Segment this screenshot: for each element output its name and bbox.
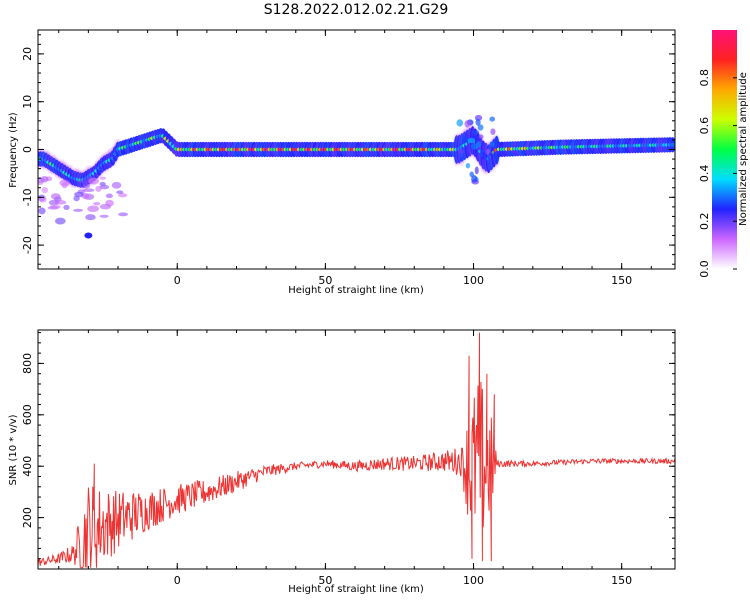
heatmap-blob: [82, 188, 95, 193]
heatmap-blob: [61, 182, 68, 189]
spectrogram-ylabel: Frequency (Hz): [8, 112, 19, 188]
heatmap-blob: [474, 166, 479, 175]
colorbar-tick-label: 0.8: [698, 69, 711, 87]
heatmap-blob: [88, 177, 100, 185]
heatmap-blob: [87, 205, 99, 213]
figure-title: S128.2022.012.02.21.G29: [264, 2, 449, 18]
heatmap-blob: [475, 118, 481, 126]
heatmap-blob: [38, 177, 46, 183]
colorbar-ticks: 0.0 0.2 0.4 0.6 0.8: [698, 69, 737, 278]
heatmap-blob: [116, 190, 124, 195]
heatmap-blob: [54, 200, 67, 205]
heatmap-blob: [38, 197, 47, 203]
y-tick-label: -20: [21, 236, 34, 254]
heatmap-blob: [456, 119, 464, 127]
colorbar-tick-label: 0.6: [698, 117, 711, 135]
heatmap-blob: [490, 128, 496, 135]
spectrogram-panel: 0 50 100 150 -20 -10 0 10 20 Height of straight …: [8, 29, 676, 296]
heatmap-blob: [467, 137, 476, 144]
heatmap-blob: [118, 212, 129, 217]
y-tick-label: 10: [21, 95, 34, 109]
snr-plot-area: [38, 330, 675, 569]
snr-panel: 0 50 100 150 200 400 600 800 Height of straight…: [8, 329, 676, 595]
x-tick-label: 150: [611, 574, 632, 587]
heatmap-blob: [54, 217, 66, 225]
heatmap-blob: [462, 136, 469, 144]
heatmap-blob: [50, 193, 61, 200]
colorbar-tick-label: 0.2: [698, 212, 711, 230]
heatmap-blob: [105, 193, 113, 199]
heatmap-blob: [481, 152, 487, 160]
colorbar-tick-label: 0.4: [698, 165, 711, 183]
y-tick-label: 400: [21, 456, 34, 477]
y-tick-label: 600: [21, 404, 34, 425]
y-tick-label: 800: [21, 353, 34, 374]
heatmap-blob: [85, 214, 96, 221]
spectrogram-ticks: 0 50 100 150 -20 -10 0 10 20: [21, 30, 675, 287]
heatmap-blob: [63, 204, 70, 211]
heatmap-blob: [459, 157, 464, 162]
heatmap-blob: [489, 141, 495, 147]
spectrogram-xlabel: Height of straight line (km): [288, 285, 424, 296]
snr-ticks: 0 50 100 150 200 400 600 800: [21, 330, 675, 587]
colorbar: 0.0 0.2 0.4 0.6 0.8 Normalized spectral ampl…: [698, 30, 749, 278]
spectrogram-heatmap: [38, 114, 675, 239]
heatmap-blob: [99, 203, 112, 210]
heatmap-blob: [478, 134, 484, 139]
heatmap-blob: [99, 176, 107, 180]
heatmap-blob: [77, 179, 89, 184]
x-tick-label: 100: [463, 274, 484, 287]
heatmap-blob: [470, 143, 479, 150]
snr-ylabel: SNR (10 * v/v): [8, 414, 19, 485]
colorbar-tick-label: 0.0: [698, 260, 711, 278]
y-tick-label: 200: [21, 507, 34, 528]
heatmap-blob: [49, 204, 61, 209]
heatmap-blob: [118, 193, 128, 198]
y-tick-label: -10: [21, 188, 34, 206]
heatmap-blob: [472, 130, 480, 135]
y-tick-label: 0: [21, 146, 34, 153]
colorbar-scale: [712, 30, 737, 269]
x-tick-label: 0: [174, 574, 181, 587]
snr-xlabel: Height of straight line (km): [288, 584, 424, 595]
heatmap-blob: [84, 232, 93, 239]
snr-series-line: [38, 332, 675, 569]
heatmap-blob: [99, 184, 110, 190]
colorbar-label: Normalized spectral amplitude: [738, 72, 749, 226]
x-tick-label: 0: [174, 274, 181, 287]
heatmap-blob: [38, 207, 46, 215]
snr-frame: [37, 329, 676, 570]
heatmap-blob: [82, 183, 91, 189]
heatmap-blob: [477, 124, 484, 131]
heatmap-core: [670, 142, 675, 147]
heatmap-blob: [469, 171, 474, 178]
heatmap-blob: [489, 116, 496, 122]
heatmap-blob: [111, 181, 122, 189]
heatmap-blob: [74, 191, 84, 198]
y-tick-label: 20: [21, 47, 34, 61]
x-tick-label: 150: [611, 274, 632, 287]
x-tick-label: 50: [318, 274, 332, 287]
heatmap-blob: [471, 175, 478, 183]
heatmap-blob: [72, 208, 84, 212]
heatmap-blob: [488, 152, 495, 157]
x-tick-label: 50: [318, 574, 332, 587]
heatmap-blob: [464, 120, 471, 128]
heatmap-blob: [458, 148, 464, 154]
x-tick-label: 100: [463, 574, 484, 587]
heatmap-blob: [41, 186, 48, 194]
heatmap-blob: [465, 162, 471, 169]
heatmap-blob: [99, 214, 109, 218]
heatmap-blob: [93, 202, 101, 206]
